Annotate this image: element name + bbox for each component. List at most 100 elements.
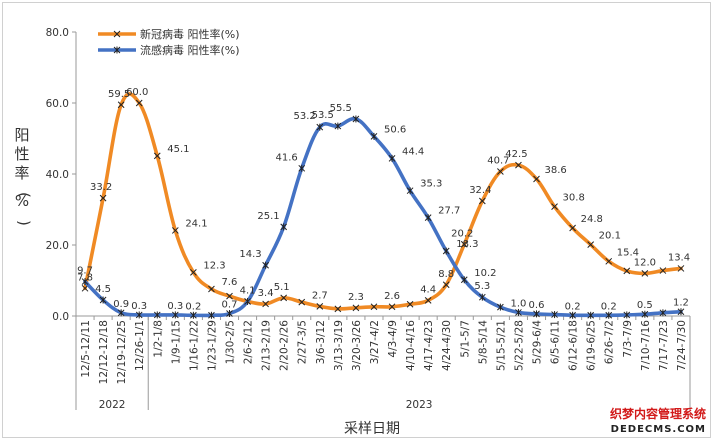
series-0-point — [99, 194, 107, 202]
series-0-point-b — [605, 257, 613, 265]
series-0-point-b — [370, 303, 378, 311]
data-label: 24.1 — [185, 218, 207, 229]
series-0-point — [406, 300, 414, 308]
series-0-point-b — [298, 298, 306, 306]
series-0-point — [587, 241, 595, 248]
data-label: 53.5 — [312, 110, 334, 121]
series-0-point-b — [388, 303, 396, 311]
series-0-point — [533, 175, 540, 183]
x-tick-label: 3/13-3/19 — [333, 320, 345, 371]
series-1-point — [153, 311, 161, 319]
series-0-point-b — [460, 240, 468, 248]
y-tick-labels: 0.0 20.0 40.0 60.0 80.0 — [46, 27, 69, 323]
x-tick-label: 3/27-4/2 — [369, 320, 381, 364]
data-label: 45.1 — [167, 144, 189, 155]
data-label: 7.8 — [77, 272, 93, 283]
series-1-point — [533, 310, 540, 318]
series-0-point-b — [569, 224, 576, 232]
x-tick-label: 5/8-5/14 — [477, 320, 489, 365]
data-label: 2.3 — [348, 292, 364, 303]
series-1-point — [515, 308, 522, 316]
data-label: 14.3 — [239, 249, 261, 260]
x-tick-label: 6/12-6/18 — [568, 320, 580, 371]
data-label: 10.2 — [474, 268, 496, 279]
series-0-point — [623, 267, 631, 275]
x-tick-label: 4/24-4/30 — [441, 320, 453, 371]
series-0-point — [442, 281, 450, 289]
series-0-point-b — [226, 292, 233, 300]
data-label: 25.1 — [257, 211, 279, 222]
data-label: 18.3 — [456, 239, 478, 250]
x-tick-label: 12/5-12/11 — [80, 320, 92, 378]
series-0-point-b — [208, 285, 215, 293]
legend: 新冠病毒 阳性率(%) 流感病毒 阳性率(%) — [98, 27, 240, 57]
x-tick-label: 5/22-5/28 — [513, 320, 525, 371]
series-group — [81, 92, 685, 319]
year-label: 2022 — [99, 399, 126, 411]
data-label: 5.3 — [474, 281, 490, 292]
x-tick-label: 2/6-2/12 — [243, 320, 255, 364]
y-tick-label: 60.0 — [46, 98, 69, 110]
series-0-point-b — [135, 99, 143, 107]
series-0-point — [424, 297, 432, 304]
x-tick-label: 6/5-6/11 — [550, 320, 562, 364]
series-1-point — [677, 308, 685, 316]
series-0-point — [460, 240, 468, 248]
data-label: 8.8 — [438, 269, 454, 280]
series-0-point-b — [334, 305, 342, 313]
series-1-point — [226, 310, 233, 318]
series-0-point-b — [515, 161, 522, 169]
series-0-point-b — [442, 281, 450, 289]
series-0-point — [316, 303, 324, 310]
data-label: 2.7 — [312, 290, 328, 301]
legend-marker-0-b — [113, 30, 121, 38]
series-0-point-b — [262, 300, 269, 308]
series-0-point-b — [153, 152, 161, 160]
data-label: 40.7 — [487, 156, 509, 167]
series-0-point — [605, 257, 613, 265]
series-0-point-b — [424, 297, 432, 304]
series-0-point — [334, 305, 342, 313]
data-label: 0.3 — [167, 301, 183, 312]
series-0-point — [352, 304, 360, 312]
series-0-point-b — [677, 265, 685, 272]
series-1-point — [81, 278, 89, 286]
y-tick-label: 20.0 — [46, 240, 69, 252]
data-label: 41.6 — [275, 152, 297, 163]
series-0-point-b — [316, 303, 324, 310]
x-tick-label: 12/19-12/25 — [116, 320, 128, 384]
x-tick-labels: 12/5-12/11 12/12-12/18 12/19-12/25 12/26-1/… — [80, 320, 688, 385]
series-1-point — [388, 154, 396, 162]
x-tick-label: 6/26-7/2 — [604, 320, 616, 364]
series-0-point — [190, 268, 197, 276]
series-1-point — [370, 132, 378, 140]
series-0-point — [171, 227, 179, 234]
series-1-point — [659, 309, 667, 317]
series-0-point — [370, 303, 378, 311]
series-0-point-b — [117, 101, 125, 109]
chart-frame — [2, 2, 711, 438]
data-label: 15.4 — [617, 247, 639, 258]
x-tick-label: 3/6-3/12 — [315, 320, 327, 364]
data-label: 0.3 — [131, 301, 147, 312]
series-1-point — [587, 311, 595, 319]
series-1-point — [280, 223, 288, 231]
data-label: 60.0 — [126, 87, 148, 98]
data-label: 12.0 — [634, 257, 656, 268]
series-1-point — [478, 293, 486, 301]
x-tick-label: 2/20-2/26 — [279, 320, 291, 371]
series-1-point — [424, 214, 432, 222]
series-0-point — [135, 99, 143, 107]
watermark: 织梦内容管理系统 DEDECMS.COM — [610, 406, 706, 435]
data-label: 0.6 — [529, 300, 545, 311]
data-label: 12.3 — [203, 260, 225, 271]
data-label: 55.5 — [330, 103, 352, 114]
series-0-point-b — [659, 267, 667, 274]
series-0-point-b — [623, 267, 631, 275]
x-tick-label: 12/26-1/1 — [134, 320, 146, 371]
legend-label-0: 新冠病毒 阳性率(%) — [140, 27, 240, 41]
data-label: 27.7 — [438, 206, 460, 217]
x-tick-label: 5/29-6/4 — [532, 320, 544, 365]
series-0-point-b — [280, 294, 288, 302]
